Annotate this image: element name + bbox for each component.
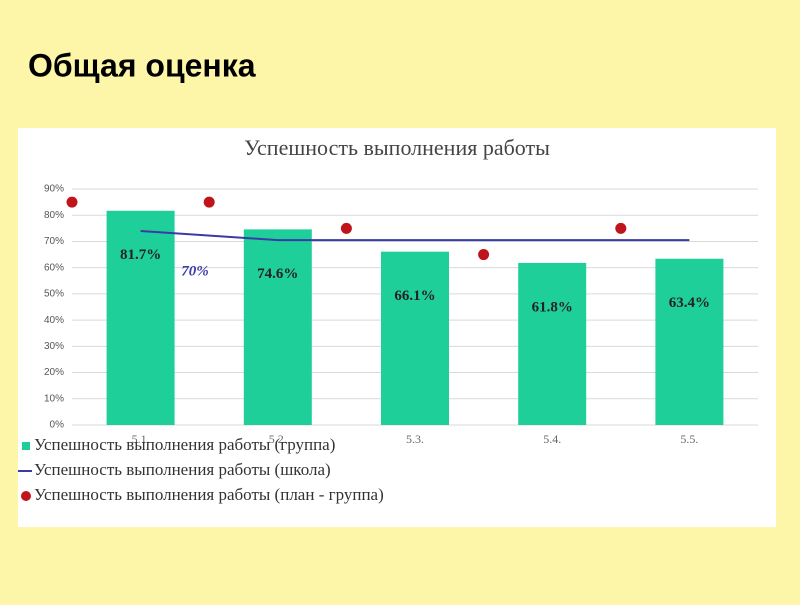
- line-series: [140, 229, 690, 242]
- dot: [203, 196, 215, 208]
- annotation: 70%: [181, 263, 209, 279]
- dot: [340, 222, 352, 234]
- x-tick-label: 5.2.: [269, 432, 287, 446]
- x-tick-label: 5.4.: [543, 432, 561, 446]
- x-tick-label: 5.3.: [406, 432, 424, 446]
- data-label: 74.6%: [257, 266, 298, 282]
- legend-marker: [21, 491, 31, 501]
- y-tick-label: 10%: [44, 393, 64, 404]
- dot: [478, 249, 490, 261]
- data-label: 66.1%: [394, 288, 435, 304]
- legend-marker: [22, 442, 30, 450]
- bar: [381, 251, 449, 425]
- bar: [518, 262, 587, 425]
- legend-label: Успешность выполнения работы (группа): [34, 435, 335, 454]
- bar: [106, 210, 175, 425]
- y-tick-label: 30%: [44, 341, 64, 352]
- data-label: 81.7%: [120, 247, 161, 263]
- slide-title: Общая оценка: [28, 47, 256, 83]
- y-tick-label: 60%: [44, 262, 64, 273]
- y-tick-label: 0%: [50, 420, 65, 431]
- y-tick-label: 40%: [44, 315, 64, 326]
- dot: [66, 196, 78, 208]
- y-tick-label: 50%: [44, 289, 64, 300]
- bar: [243, 229, 312, 425]
- legend-label: Успешность выполнения работы (план - гру…: [34, 485, 384, 504]
- y-tick-label: 80%: [44, 210, 64, 221]
- x-tick-label: 5.1.: [132, 432, 150, 446]
- data-label: 61.8%: [532, 299, 573, 315]
- chart-title: Успешность выполнения работы: [244, 135, 550, 160]
- bar: [655, 258, 724, 425]
- y-tick-label: 70%: [44, 236, 64, 247]
- x-tick-label: 5.5.: [680, 432, 698, 446]
- legend-label: Успешность выполнения работы (школа): [34, 460, 331, 479]
- y-tick-label: 90%: [44, 184, 64, 195]
- dot: [615, 222, 627, 234]
- data-label: 63.4%: [669, 295, 710, 311]
- y-tick-label: 20%: [44, 367, 64, 378]
